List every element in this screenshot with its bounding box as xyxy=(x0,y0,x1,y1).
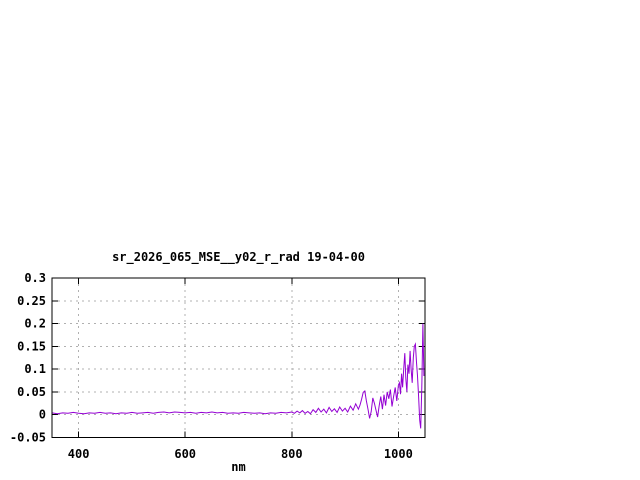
y-tick-label: 0.15 xyxy=(17,339,46,353)
y-tick-label: -0.05 xyxy=(10,431,46,445)
data-line xyxy=(51,323,425,429)
x-tick-label: 400 xyxy=(68,447,90,461)
x-tick-label: 1000 xyxy=(384,447,413,461)
plot-border xyxy=(51,277,426,438)
x-tick-label: 800 xyxy=(281,447,303,461)
y-tick-label: 0.1 xyxy=(24,362,46,376)
y-tick-label: 0.2 xyxy=(24,317,46,331)
x-axis-label: nm xyxy=(231,460,246,474)
y-tick-label: 0.25 xyxy=(17,294,46,308)
y-tick-label: 0 xyxy=(39,408,46,422)
chart-title: sr_2026_065_MSE__y02_r_rad 19-04-00 xyxy=(112,250,365,264)
y-tick-label: 0.05 xyxy=(17,385,46,399)
x-tick-label: 600 xyxy=(174,447,196,461)
y-tick-label: 0.3 xyxy=(24,271,46,285)
